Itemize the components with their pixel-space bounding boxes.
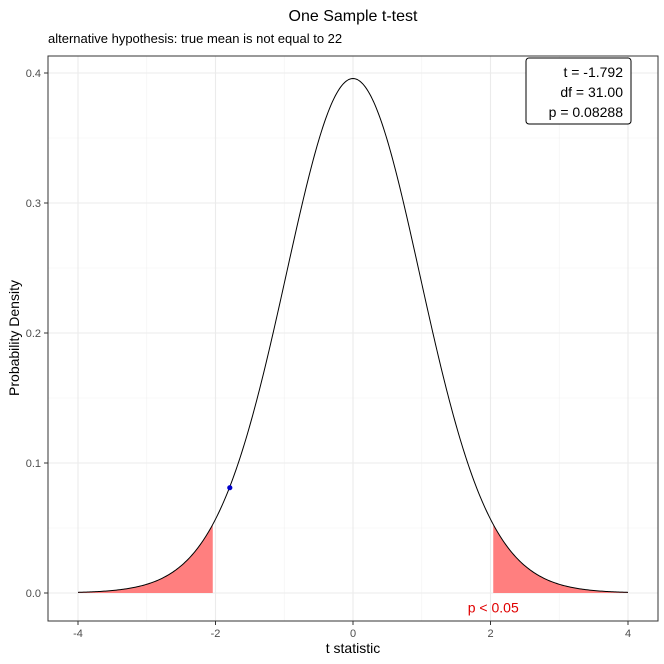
y-tick-label: 0.4 (26, 68, 41, 80)
stats-df-value: df = 31.00 (560, 84, 623, 100)
y-tick-label: 0.0 (26, 588, 41, 600)
chart-title: One Sample t-test (289, 8, 419, 25)
y-axis-title: Probability Density (6, 280, 22, 396)
rejection-regions (78, 524, 628, 593)
x-axis-title: t statistic (326, 640, 380, 656)
rejection-region-upper (493, 524, 628, 593)
x-tick-label: 0 (350, 628, 356, 640)
stats-box: t = -1.792 df = 31.00 p = 0.08288 (525, 57, 632, 125)
density-curve (77, 78, 629, 593)
significance-annotation: p < 0.05 (468, 599, 519, 615)
y-tick-label: 0.3 (26, 198, 41, 210)
x-tick-label: 4 (625, 628, 631, 640)
y-axis: 0.0 0.1 0.2 0.3 0.4 (26, 68, 48, 600)
x-tick-label: 2 (487, 628, 493, 640)
rejection-region-lower (78, 524, 213, 593)
stats-p-value: p = 0.08288 (549, 104, 624, 120)
y-tick-label: 0.1 (26, 458, 41, 470)
grid-lines (48, 56, 658, 621)
x-tick-label: -4 (73, 628, 83, 640)
x-axis: -4 -2 0 2 4 (73, 621, 631, 640)
plot-panel (47, 55, 659, 622)
y-tick-label: 0.2 (26, 328, 41, 340)
stats-t-value: t = -1.792 (563, 64, 623, 80)
stats-box-frame (525, 57, 632, 125)
x-tick-label: -2 (211, 628, 221, 640)
observed-t-point (227, 485, 233, 491)
chart-subtitle: alternative hypothesis: true mean is not… (48, 31, 342, 46)
